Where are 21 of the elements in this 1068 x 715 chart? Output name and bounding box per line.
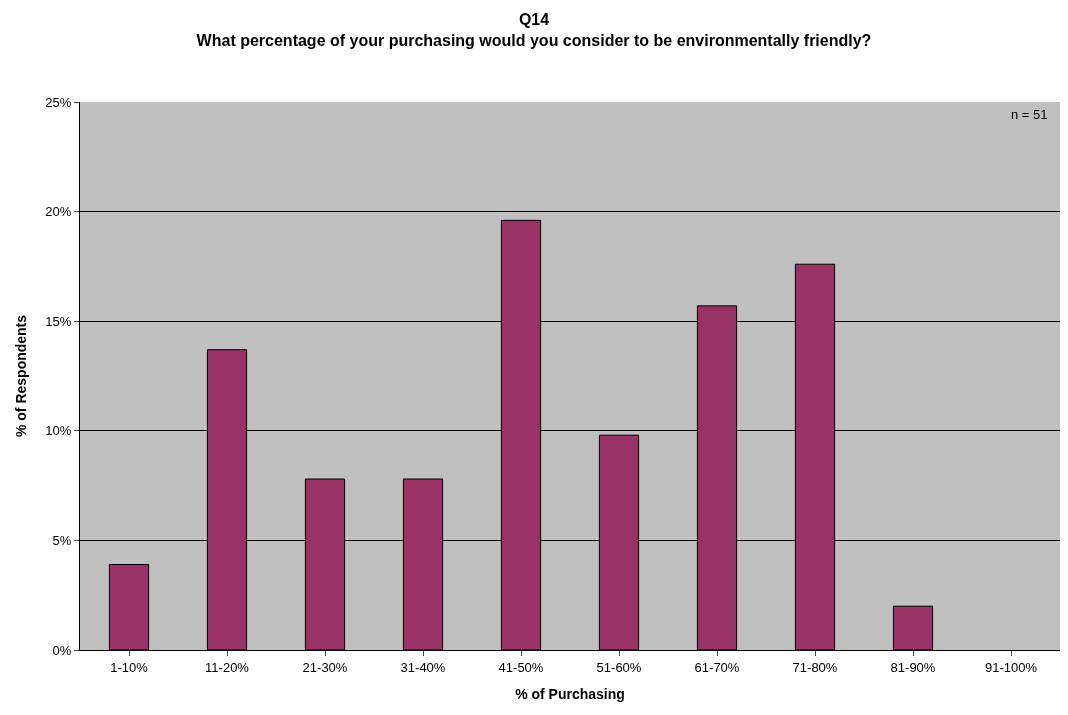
chart-title: Q14 [518,11,550,29]
y-tick-label: 10% [45,423,72,439]
y-tick-label: 15% [45,313,72,329]
x-tick-label: 21-30% [302,659,348,675]
y-tick-label: 5% [52,532,72,548]
y-tick-label: 25% [45,94,72,110]
x-tick-label: 61-70% [694,659,740,675]
x-tick-label: 51-60% [596,659,642,675]
x-tick-label: 1-10% [110,659,149,675]
annotation: n = 51 [1011,107,1048,122]
y-axis-title: % of Respondents [12,314,29,438]
x-tick-label: 91-100% [984,659,1038,675]
chart-subtitle: What percentage of your purchasing would you consider to be environmentally friendly? [196,31,872,49]
x-tick-label: 81-90% [890,659,936,675]
y-tick-label: 0% [52,642,72,658]
x-tick-label: 11-20% [205,659,250,675]
x-tick-label: 71-80% [792,659,838,675]
y-tick-label: 20% [45,204,72,220]
x-tick-label: 41-50% [498,659,544,675]
x-tick-label: 31-40% [400,659,446,675]
x-axis-title: % of Purchasing [515,685,625,702]
